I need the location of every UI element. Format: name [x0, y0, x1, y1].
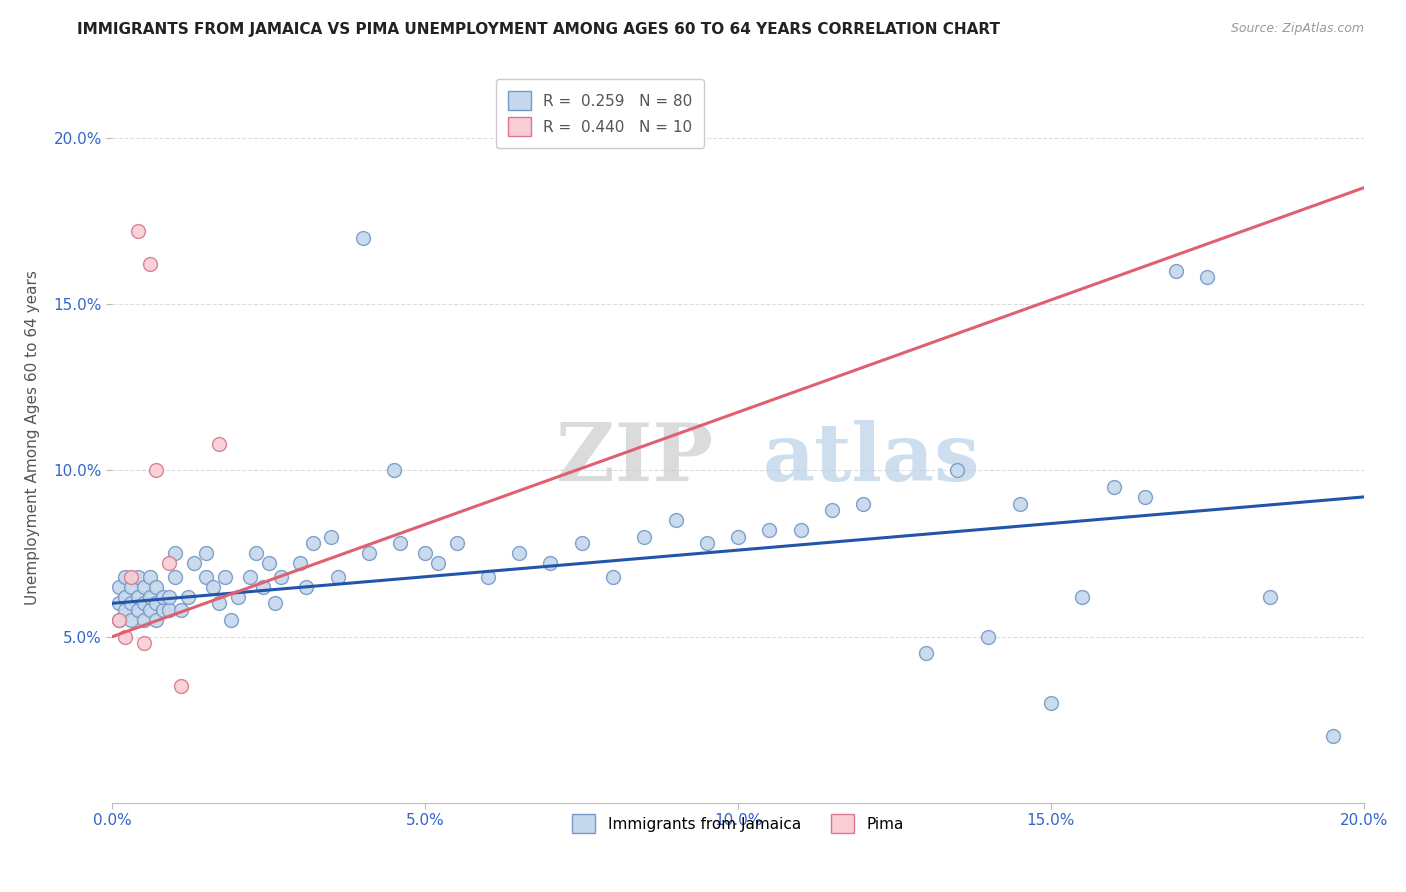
Point — [915, 646, 938, 660]
Point — [114, 590, 136, 604]
Point — [301, 536, 323, 550]
Point — [170, 680, 193, 694]
Point — [1102, 480, 1125, 494]
Point — [270, 570, 292, 584]
Point — [221, 613, 243, 627]
Text: Source: ZipAtlas.com: Source: ZipAtlas.com — [1230, 22, 1364, 36]
Point — [120, 570, 142, 584]
Point — [208, 596, 231, 610]
Point — [139, 257, 162, 271]
Point — [477, 570, 499, 584]
Point — [127, 570, 149, 584]
Point — [107, 613, 129, 627]
Point — [195, 546, 218, 560]
Point — [264, 596, 287, 610]
Point — [157, 590, 180, 604]
Point — [1322, 729, 1344, 743]
Point — [176, 590, 198, 604]
Point — [352, 230, 374, 244]
Point — [132, 580, 155, 594]
Point — [790, 523, 813, 537]
Point — [852, 497, 875, 511]
Point — [1166, 264, 1188, 278]
Point — [170, 603, 193, 617]
Point — [426, 557, 449, 571]
Point — [290, 557, 312, 571]
Point — [201, 580, 224, 594]
Legend: Immigrants from Jamaica, Pima: Immigrants from Jamaica, Pima — [567, 808, 910, 839]
Point — [145, 613, 167, 627]
Point — [114, 630, 136, 644]
Point — [208, 436, 231, 450]
Point — [120, 580, 142, 594]
Point — [132, 636, 155, 650]
Point — [633, 530, 655, 544]
Point — [758, 523, 780, 537]
Point — [139, 590, 162, 604]
Point — [696, 536, 718, 550]
Point — [977, 630, 1000, 644]
Point — [157, 603, 180, 617]
Point — [946, 463, 969, 477]
Point — [214, 570, 236, 584]
Point — [132, 596, 155, 610]
Point — [157, 557, 180, 571]
Point — [145, 463, 167, 477]
Point — [1071, 590, 1094, 604]
Point — [107, 580, 129, 594]
Point — [139, 570, 162, 584]
Point — [257, 557, 280, 571]
Point — [326, 570, 349, 584]
Point — [446, 536, 468, 550]
Point — [114, 570, 136, 584]
Point — [602, 570, 624, 584]
Point — [132, 613, 155, 627]
Point — [127, 590, 149, 604]
Point — [152, 603, 174, 617]
Point — [1008, 497, 1031, 511]
Point — [114, 603, 136, 617]
Point — [120, 613, 142, 627]
Point — [357, 546, 380, 560]
Point — [183, 557, 205, 571]
Point — [107, 596, 129, 610]
Point — [139, 603, 162, 617]
Point — [415, 546, 437, 560]
Point — [389, 536, 412, 550]
Point — [321, 530, 343, 544]
Text: atlas: atlas — [763, 420, 980, 498]
Y-axis label: Unemployment Among Ages 60 to 64 years: Unemployment Among Ages 60 to 64 years — [25, 269, 39, 605]
Point — [252, 580, 274, 594]
Point — [127, 603, 149, 617]
Point — [382, 463, 405, 477]
Point — [245, 546, 267, 560]
Point — [540, 557, 562, 571]
Point — [226, 590, 249, 604]
Point — [821, 503, 844, 517]
Point — [727, 530, 749, 544]
Point — [1197, 270, 1219, 285]
Point — [145, 580, 167, 594]
Point — [295, 580, 318, 594]
Point — [127, 224, 149, 238]
Point — [1133, 490, 1156, 504]
Point — [152, 590, 174, 604]
Text: IMMIGRANTS FROM JAMAICA VS PIMA UNEMPLOYMENT AMONG AGES 60 TO 64 YEARS CORRELATI: IMMIGRANTS FROM JAMAICA VS PIMA UNEMPLOY… — [77, 22, 1000, 37]
Point — [571, 536, 593, 550]
Point — [195, 570, 218, 584]
Point — [145, 596, 167, 610]
Point — [120, 596, 142, 610]
Point — [163, 546, 186, 560]
Point — [163, 570, 186, 584]
Point — [664, 513, 686, 527]
Point — [508, 546, 530, 560]
Point — [1039, 696, 1063, 710]
Point — [1258, 590, 1281, 604]
Point — [107, 613, 129, 627]
Point — [239, 570, 262, 584]
Text: ZIP: ZIP — [557, 420, 713, 498]
